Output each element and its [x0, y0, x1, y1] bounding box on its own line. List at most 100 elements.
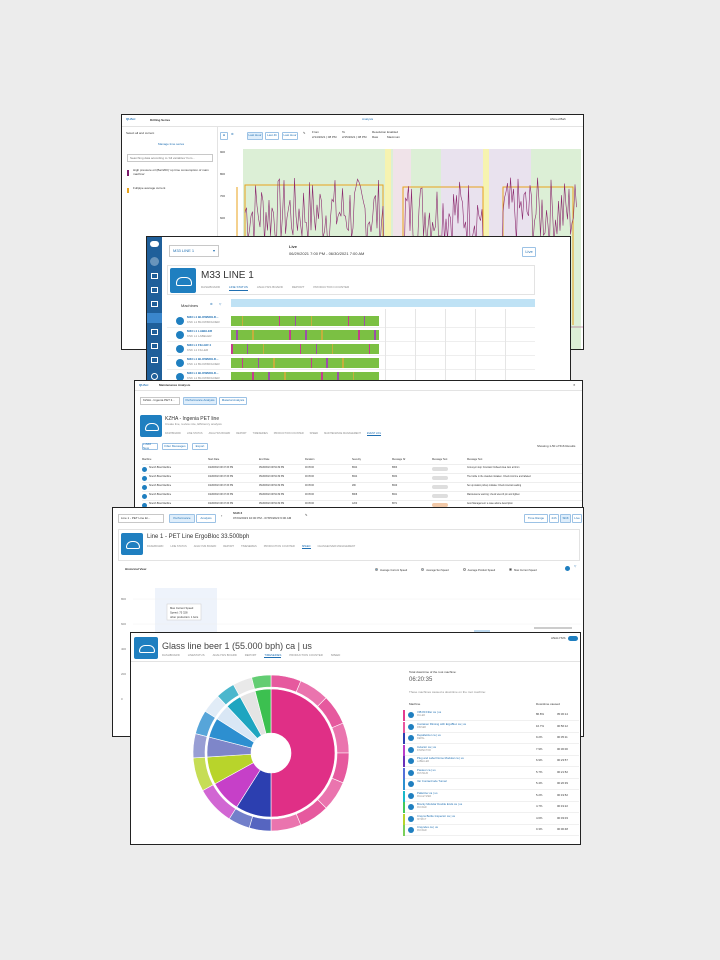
tab-item[interactable]: ANALYSIS BOARD	[212, 653, 237, 657]
to-value[interactable]: 2/15/2021 | 08 PM	[342, 135, 367, 139]
tab-item[interactable]: PRODUCTION COUNTER	[273, 432, 304, 435]
tab-item[interactable]: PRODUCTION COUNTER	[289, 653, 323, 657]
tab-dashboard[interactable]: DASHBOARD	[201, 285, 221, 289]
status-bar[interactable]	[231, 358, 379, 368]
tab-item[interactable]: DASHBOARD	[165, 432, 181, 435]
nav-user-icon[interactable]	[151, 373, 158, 380]
series-item[interactable]: High pressure oil (Bar/200) 'up time con…	[127, 168, 213, 181]
machine-row[interactable]: M33 L1 BLOWMOLD... KSK L1 BLOWMOLDER	[167, 315, 535, 328]
add-new-button[interactable]: + Add New	[142, 442, 158, 450]
donut-inner-slice[interactable]	[254, 688, 272, 734]
table-row[interactable]: Stretch Blow Machine 04/28/2023 08:47:33 …	[142, 464, 582, 473]
tab-item[interactable]: TIMESERIES	[252, 432, 268, 435]
tab-item[interactable]: SPEED	[301, 545, 311, 550]
tab-item[interactable]: TIMESERIES	[264, 653, 282, 659]
manage-series-button[interactable]: Manage time series	[158, 142, 185, 146]
info-icon[interactable]	[565, 566, 570, 571]
table-row[interactable]: Stretch Blow Machine 04/28/2023 08:47:33 …	[142, 473, 582, 482]
nav-chart-icon[interactable]	[151, 287, 158, 293]
tab-item[interactable]: CHANGEOVER MANAGEMENT	[317, 545, 356, 548]
material-analysis-button[interactable]: Material Analysis	[219, 397, 247, 405]
machine-row[interactable]: M33 L1 LABELER KSK L1 LABELER	[167, 329, 535, 342]
sort-icon[interactable]: ▽	[219, 302, 222, 306]
nav-settings-icon[interactable]	[151, 357, 158, 363]
column-header[interactable]: Start Date	[208, 458, 220, 461]
tab-item[interactable]: ANALYSIS BOARD	[193, 545, 217, 548]
range-live-button[interactable]: Live	[572, 514, 582, 523]
tab-item[interactable]: REPORT	[223, 545, 234, 548]
table-row[interactable]: Stretch Blow Machine 04/28/2023 08:47:33 …	[142, 482, 582, 491]
from-value[interactable]: 2/14/2021 | 08 PM	[312, 135, 337, 139]
tab-item[interactable]: REPORT	[244, 653, 257, 657]
tab-item[interactable]: DASHBOARD	[147, 545, 164, 548]
line-select[interactable]: Line 1 - PET Line Er...	[118, 514, 164, 523]
nav-line-icon[interactable]	[147, 313, 162, 323]
range-shift-button[interactable]: Shift	[560, 514, 571, 523]
column-header[interactable]: Machine	[142, 458, 152, 461]
downtime-row[interactable]: Container Rinsing with ErgoBloc ca | us R…	[403, 721, 579, 733]
downtime-row[interactable]: VIB 80 Filler ca | us FILLER 86.8% 05:30:14	[403, 710, 579, 721]
tab-item[interactable]: EVENT LOG	[366, 432, 382, 436]
machine-row[interactable]: M33 L1 FILLER 4 KSK L1 FILLER	[167, 343, 535, 356]
machine-row[interactable]: M33 L1 BLOWMOLD... KSK L1 BLOWMOLDER	[167, 357, 535, 370]
filter-icon[interactable]: ⚙	[210, 302, 213, 306]
donut-outer-slice[interactable]	[251, 674, 272, 690]
nav-report-icon[interactable]	[151, 301, 158, 307]
time-range-button[interactable]: Time Range	[524, 514, 548, 523]
tab-item[interactable]: REPORT	[236, 432, 247, 435]
legend-item[interactable]: Average Set Speed	[421, 568, 449, 573]
column-header[interactable]: Message Text	[432, 458, 448, 461]
brand-logo[interactable]: QUALI	[139, 383, 149, 387]
analysis-toggle[interactable]	[568, 636, 578, 641]
downtime-donut-chart[interactable]	[191, 673, 351, 833]
tab-item[interactable]: LINE STATUS	[186, 432, 203, 435]
column-header[interactable]: Duration	[305, 458, 315, 461]
downtime-row[interactable]: Palletizer ca | us PALLETIZER 5.2% 00:19:52	[403, 790, 579, 802]
edit-icon[interactable]: ✎	[303, 131, 306, 135]
live-button[interactable]: Live	[522, 247, 536, 257]
nav-counter-icon[interactable]	[151, 329, 158, 335]
edit-icon[interactable]: ✎	[305, 513, 308, 517]
status-bar[interactable]	[231, 372, 379, 382]
legend-item[interactable]: Average Product Speed	[462, 568, 495, 573]
machine-select[interactable]: M33 LINE 1 ▾	[169, 245, 219, 257]
close-icon[interactable]: ✕	[573, 383, 576, 387]
downtime-row[interactable]: Var Contac/code Tunnel 5.4% 00:20:39	[403, 779, 579, 790]
enabled-value[interactable]: Maximum	[387, 135, 401, 139]
downtime-row[interactable]: Pasteur ca | us PASTEUR 5.7% 00:21:52	[403, 767, 579, 779]
status-bar[interactable]	[231, 330, 379, 340]
line-select[interactable]: KZHA - Ingenia PET li...	[140, 397, 180, 405]
series-search-input[interactable]	[127, 154, 213, 162]
nav-analysis-icon[interactable]	[151, 273, 158, 279]
downtime-row[interactable]: Brocky Modular Double Ends ca | us PACKER…	[403, 802, 579, 813]
status-bar[interactable]	[231, 344, 379, 354]
table-row[interactable]: Stretch Blow Machine 04/28/2023 08:47:33 …	[142, 491, 582, 500]
tab-item[interactable]: SPEED	[330, 653, 341, 657]
zoom-icon[interactable]: ⊕	[220, 132, 228, 140]
user-name[interactable]: Ahmed Bah	[550, 117, 566, 121]
tab-item[interactable]: DASHBOARD	[162, 653, 180, 657]
nav-home-icon[interactable]	[150, 257, 159, 266]
nav-event-icon[interactable]	[151, 343, 158, 349]
tab-item[interactable]: PRODUCTION COUNTER	[263, 545, 295, 548]
tab-report[interactable]: REPORT	[291, 285, 305, 289]
tab-item[interactable]: MAINTENANCE MANAGEMENT	[324, 432, 361, 435]
brand-logo[interactable]: QUALI	[126, 117, 136, 121]
column-header[interactable]: Message Nr	[392, 458, 406, 461]
tab-item[interactable]: ANALYSIS BOARD	[208, 432, 231, 435]
donut-outer-slice[interactable]	[192, 733, 208, 759]
export-button[interactable]: Export	[192, 443, 208, 450]
last-hour-button[interactable]: Last Hour	[247, 132, 263, 140]
performance-analysis-button[interactable]: Performance Analysis	[183, 397, 217, 405]
last-4h-button[interactable]: Last 4h	[265, 132, 279, 140]
downtime-row[interactable]: Crayns Bottle Inspector ca | us ISTRICT 4.…	[403, 813, 579, 825]
tab-line-status[interactable]: LINE STATUS	[229, 285, 248, 291]
settings-icon[interactable]: ⚙	[231, 132, 234, 136]
tab-item[interactable]: SPEED	[309, 432, 319, 435]
column-header[interactable]: Severity	[352, 458, 362, 461]
downtime-row[interactable]: Depalletizer ca | us DEPAL 9.2% 00:35:11	[403, 733, 579, 744]
range-24h-button[interactable]: 24h	[549, 514, 559, 523]
chevron-left-icon[interactable]: ‹	[221, 513, 223, 518]
series-item[interactable]: Fullpipe average current	[127, 186, 213, 195]
downtime-row[interactable]: Plug and Label Dome Modular ca | us LABEL…	[403, 756, 579, 767]
